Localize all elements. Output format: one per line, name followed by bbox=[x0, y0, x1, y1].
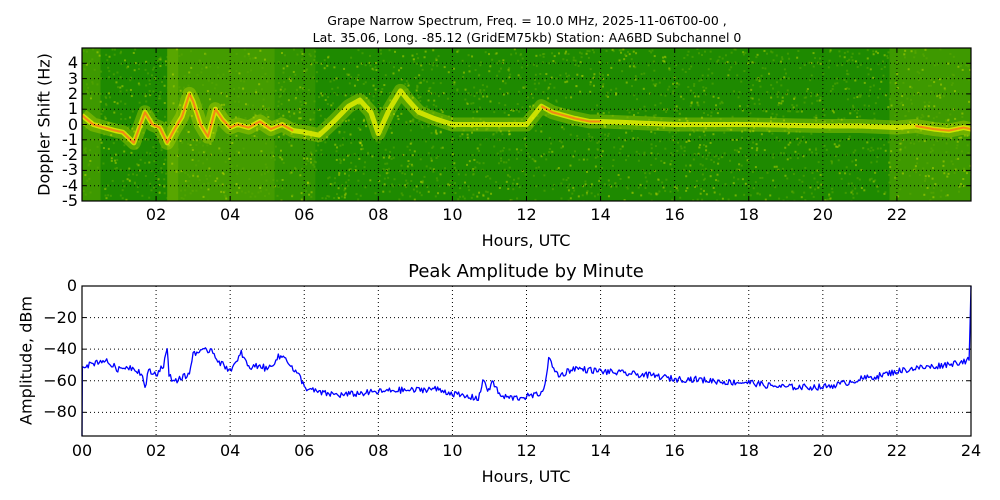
spectrogram-y-tick-label: 0 bbox=[67, 114, 78, 134]
spectrogram-y-tick-label: -2 bbox=[62, 145, 78, 165]
amplitude-plot bbox=[81, 285, 972, 437]
spectrogram-x-tick-label: 22 bbox=[886, 205, 908, 224]
figure-title-line-1: Grape Narrow Spectrum, Freq. = 10.0 MHz,… bbox=[327, 13, 727, 28]
amplitude-chart-title: Peak Amplitude by Minute bbox=[408, 261, 644, 282]
amplitude-x-tick-label: 14 bbox=[590, 441, 611, 460]
amplitude-y-tick-label: −20 bbox=[43, 307, 77, 327]
spectrogram-heatmap bbox=[82, 48, 971, 201]
spectrogram-x-tick-label: 16 bbox=[664, 205, 685, 224]
amplitude-x-tick-label: 16 bbox=[664, 441, 685, 460]
spectrogram-y-tick-label: -1 bbox=[62, 129, 78, 149]
spectrogram-x-tick-label: 12 bbox=[516, 205, 537, 224]
spectrogram-x-tick-label: 04 bbox=[219, 205, 241, 224]
spectrogram-y-tick-label: 1 bbox=[67, 99, 78, 119]
amplitude-x-tick-label: 00 bbox=[71, 441, 93, 460]
amplitude-x-tick-label: 08 bbox=[368, 441, 389, 460]
spectrogram-x-tick-label: 10 bbox=[442, 205, 463, 224]
figure-title-line-2: Lat. 35.06, Long. -85.12 (GridEM75kb) St… bbox=[312, 30, 742, 45]
amplitude-x-tick-label: 02 bbox=[145, 441, 167, 460]
amplitude-x-tick-label: 10 bbox=[442, 441, 463, 460]
spectrogram-x-tick-label: 18 bbox=[738, 205, 759, 224]
spectrogram-y-tick-label: -4 bbox=[62, 175, 78, 195]
spectrogram-frame bbox=[81, 47, 972, 202]
spectrogram-y-tick-label: 2 bbox=[67, 83, 78, 103]
spectrogram-x-tick-label: 02 bbox=[145, 205, 167, 224]
amplitude-x-tick-label: 12 bbox=[516, 441, 537, 460]
amplitude-x-tick-label: 24 bbox=[960, 441, 982, 460]
spectrogram-y-tick-label: -3 bbox=[62, 160, 78, 180]
amplitude-y-axis-label: Amplitude, dBm bbox=[16, 296, 36, 425]
spectrogram-y-axis-label: Doppler Shift (Hz) bbox=[34, 53, 54, 196]
spectrogram-x-tick-label: 06 bbox=[294, 205, 315, 224]
amplitude-y-tick-label: −40 bbox=[43, 339, 77, 359]
spectrogram-y-tick-label: -5 bbox=[62, 191, 78, 210]
spectrogram-x-tick-label: 20 bbox=[812, 205, 833, 224]
spectrogram-x-axis-label: Hours, UTC bbox=[481, 231, 571, 250]
spectrogram-y-tick-label: 3 bbox=[67, 68, 78, 88]
amplitude-y-tick-label: −80 bbox=[43, 402, 77, 422]
spectrogram-x-tick-label: 08 bbox=[368, 205, 389, 224]
amplitude-x-tick-label: 06 bbox=[294, 441, 315, 460]
amplitude-x-tick-label: 20 bbox=[812, 441, 833, 460]
amplitude-frame bbox=[81, 285, 972, 437]
amplitude-x-tick-label: 04 bbox=[219, 441, 241, 460]
amplitude-x-tick-label: 18 bbox=[738, 441, 759, 460]
amplitude-x-axis-label: Hours, UTC bbox=[481, 467, 571, 486]
amplitude-y-tick-label: 0 bbox=[66, 276, 77, 295]
amplitude-x-tick-label: 22 bbox=[886, 441, 908, 460]
amplitude-line bbox=[81, 285, 972, 437]
spectrogram-x-tick-label: 14 bbox=[590, 205, 611, 224]
spectrogram-y-tick-label: 4 bbox=[67, 53, 78, 73]
amplitude-y-tick-label: −60 bbox=[43, 370, 77, 390]
